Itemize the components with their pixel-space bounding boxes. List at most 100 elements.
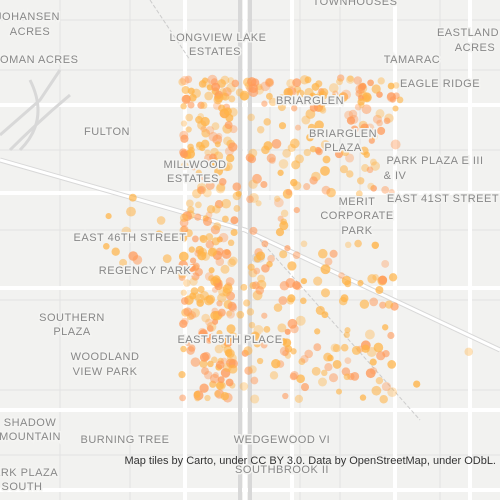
- point: [357, 98, 365, 106]
- point: [248, 268, 258, 278]
- point: [360, 123, 370, 133]
- point: [195, 201, 202, 209]
- point: [283, 95, 290, 103]
- point: [359, 299, 370, 309]
- point: [277, 323, 287, 333]
- point: [274, 195, 281, 202]
- point: [269, 371, 279, 380]
- point: [257, 274, 266, 283]
- place-label: PARK PLAZA E III: [386, 155, 483, 167]
- point: [320, 264, 331, 275]
- point: [387, 82, 395, 90]
- point: [265, 92, 273, 100]
- point: [278, 159, 289, 169]
- point: [319, 107, 327, 114]
- point: [186, 312, 195, 321]
- point: [340, 294, 349, 303]
- point: [230, 216, 239, 225]
- point: [247, 113, 255, 122]
- point: [189, 94, 197, 102]
- point: [263, 325, 271, 333]
- point: [217, 308, 226, 317]
- point: [284, 245, 291, 252]
- point: [253, 340, 261, 348]
- point: [379, 394, 388, 404]
- point: [218, 104, 226, 112]
- point: [306, 133, 314, 142]
- point: [231, 79, 240, 88]
- point: [184, 75, 193, 84]
- point: [248, 365, 257, 374]
- place-label: PLAZA: [53, 326, 91, 338]
- point: [211, 122, 220, 131]
- point: [388, 273, 398, 282]
- point: [321, 369, 328, 377]
- point: [232, 182, 242, 192]
- point: [390, 139, 401, 150]
- point: [246, 308, 255, 316]
- point: [345, 153, 355, 163]
- attribution: Map tiles by Carto, under CC BY 3.0. Dat…: [124, 455, 496, 467]
- point: [260, 81, 271, 92]
- point: [320, 288, 331, 298]
- point: [188, 311, 197, 320]
- point: [377, 126, 386, 135]
- point: [253, 267, 261, 275]
- point: [300, 297, 307, 305]
- point: [285, 188, 293, 196]
- point: [212, 275, 221, 284]
- point: [372, 274, 379, 281]
- point: [279, 250, 288, 259]
- point: [284, 345, 293, 353]
- place-label: TOWNHOUSES: [313, 0, 398, 8]
- point: [371, 133, 378, 141]
- point: [192, 189, 202, 199]
- point: [344, 110, 354, 120]
- point: [322, 155, 331, 164]
- point: [382, 350, 390, 358]
- point: [387, 387, 398, 398]
- point: [261, 264, 270, 273]
- point: [284, 245, 291, 252]
- point: [178, 273, 186, 281]
- point: [215, 360, 225, 370]
- point: [207, 161, 216, 169]
- place-label: WOODLAND: [71, 351, 140, 363]
- point: [260, 180, 268, 189]
- point: [383, 117, 391, 125]
- point: [271, 358, 281, 369]
- point: [300, 354, 309, 364]
- point: [370, 184, 378, 192]
- point: [309, 176, 318, 185]
- point: [225, 153, 235, 163]
- point: [329, 249, 338, 258]
- point: [304, 349, 313, 359]
- point: [208, 131, 219, 142]
- point: [274, 197, 284, 208]
- point: [215, 184, 226, 194]
- point: [187, 87, 195, 95]
- place-label: ACRES: [455, 42, 495, 54]
- place-label: ESTATES: [189, 46, 241, 58]
- point: [218, 232, 229, 243]
- point: [199, 352, 210, 362]
- point: [268, 157, 276, 164]
- point: [207, 247, 217, 257]
- point: [278, 296, 288, 305]
- point: [180, 134, 189, 143]
- point: [211, 356, 218, 364]
- point: [283, 87, 293, 98]
- point: [357, 279, 364, 287]
- point: [309, 145, 317, 153]
- point: [260, 341, 268, 349]
- point: [381, 259, 390, 268]
- point: [321, 185, 331, 195]
- point: [298, 358, 306, 366]
- point: [318, 248, 328, 259]
- point: [207, 74, 218, 85]
- place-label: FULTON: [84, 126, 130, 138]
- point: [300, 240, 308, 248]
- place-label: ACRES: [10, 26, 50, 38]
- point: [344, 357, 352, 364]
